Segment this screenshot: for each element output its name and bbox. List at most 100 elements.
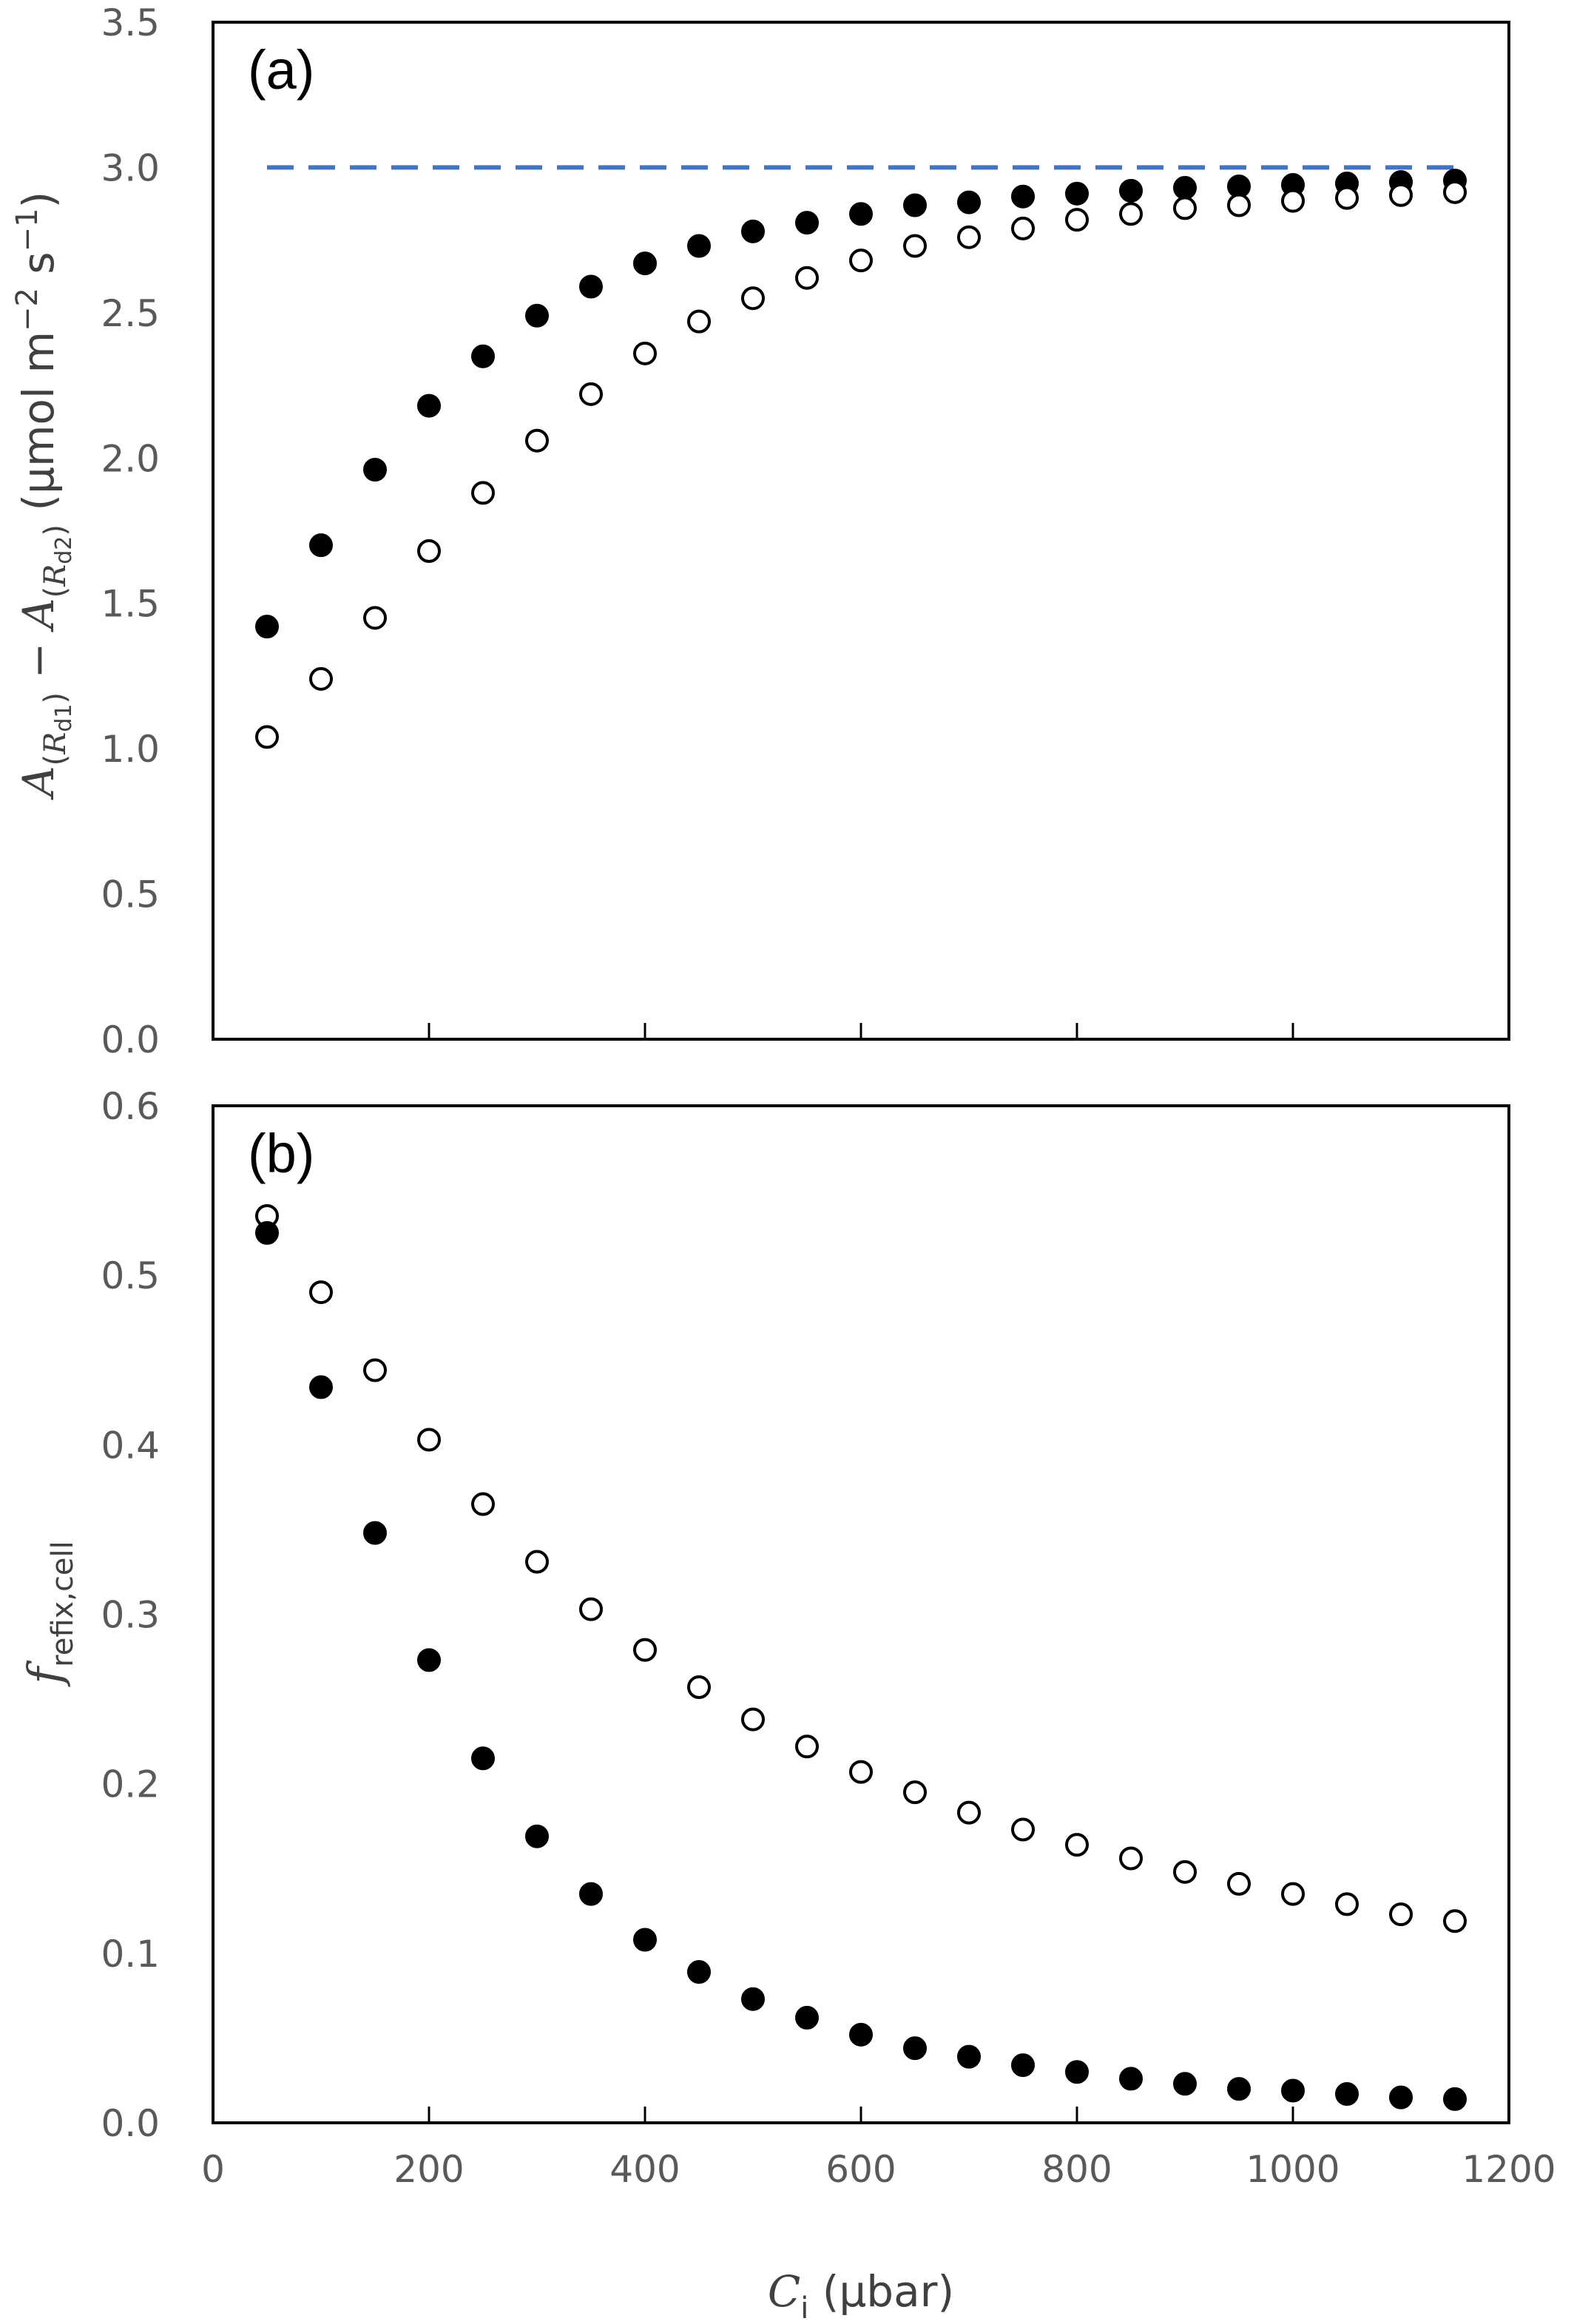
series-open-circle — [255, 1203, 1467, 1933]
data-point — [363, 458, 387, 482]
data-point — [1335, 186, 1359, 210]
data-point — [471, 1746, 495, 1771]
data-point — [417, 393, 441, 418]
data-point — [1227, 1871, 1251, 1896]
panel-b-label: (b) — [248, 1123, 314, 1184]
y-tick-label: 1.0 — [101, 728, 160, 771]
y-tick-label: 1.5 — [101, 583, 160, 626]
data-point — [1065, 2060, 1089, 2084]
data-point — [1389, 2085, 1413, 2109]
data-point — [687, 1675, 711, 1700]
x-tick-label: 800 — [1041, 2148, 1112, 2191]
panel-a-y-axis-title: A(Rd1) − A(Rd2) (μmol m−2 s−1) — [10, 192, 77, 800]
data-point — [1281, 189, 1305, 213]
data-point — [471, 344, 495, 368]
x-tick-label: 1200 — [1462, 2148, 1556, 2191]
data-point — [687, 234, 711, 258]
data-point — [1335, 1892, 1359, 1916]
y-tick-label: 2.0 — [101, 437, 160, 480]
data-point — [1281, 2078, 1305, 2103]
data-point — [1443, 1909, 1467, 1933]
data-point — [957, 1800, 981, 1825]
data-point — [1065, 181, 1089, 206]
data-point — [471, 481, 495, 505]
data-point — [1119, 178, 1143, 203]
data-point — [633, 1928, 657, 1952]
data-point — [1173, 175, 1197, 200]
data-point — [1389, 183, 1413, 207]
data-point — [687, 309, 711, 334]
data-point — [363, 1521, 387, 1545]
data-point — [957, 190, 981, 215]
panel-b-y-axis-title: frefix,cell — [18, 1541, 80, 1687]
x-tick-label: 1000 — [1246, 2148, 1340, 2191]
data-point — [795, 211, 819, 235]
x-tick-label: 400 — [609, 2148, 680, 2191]
data-point — [795, 2005, 819, 2030]
data-point — [1281, 1882, 1305, 1906]
data-point — [1065, 208, 1089, 232]
data-point — [1011, 184, 1035, 209]
data-point — [849, 1760, 873, 1784]
data-point — [309, 533, 333, 558]
y-tick-label: 0.5 — [101, 874, 160, 916]
panel-a-y-tick-labels: 0.0 0.5 1.0 1.5 2.0 2.5 3.0 3.5 — [101, 1, 160, 1061]
panel-b-y-tick-labels: 0.0 0.1 0.2 0.3 0.4 0.5 0.6 — [101, 1085, 160, 2145]
series-open-circle — [255, 180, 1467, 749]
data-point — [1065, 1833, 1089, 1857]
data-point — [525, 303, 549, 328]
y-tick-label: 0.6 — [101, 1085, 160, 1128]
data-point — [849, 2022, 873, 2047]
data-point — [903, 1780, 927, 1805]
data-point — [1173, 1859, 1197, 1884]
panel-a-points — [255, 169, 1467, 749]
data-point — [687, 1960, 711, 1984]
data-point — [255, 725, 279, 749]
y-tick-label: 0.0 — [101, 1019, 160, 1061]
series-filled-circle — [255, 1220, 1467, 2111]
data-point — [741, 1707, 765, 1732]
data-point — [1011, 216, 1035, 240]
y-tick-label: 0.5 — [101, 1254, 160, 1297]
data-point — [741, 1987, 765, 2011]
panel-b: 0.0 0.1 0.2 0.3 0.4 0.5 0.6 0 200 400 600 800 1000 1… — [18, 1085, 1556, 2324]
data-point — [309, 666, 333, 691]
data-point — [363, 606, 387, 630]
data-point — [525, 428, 549, 453]
data-point — [795, 1734, 819, 1759]
data-point — [1227, 193, 1251, 217]
data-point — [1443, 180, 1467, 204]
panel-b-points — [255, 1203, 1467, 2111]
data-point — [579, 382, 603, 406]
data-point — [903, 193, 927, 217]
data-point — [741, 219, 765, 243]
data-point — [1443, 2087, 1467, 2111]
x-tick-label: 600 — [825, 2148, 896, 2191]
data-point — [309, 1280, 333, 1305]
data-point — [525, 1824, 549, 1848]
data-point — [633, 1638, 657, 1662]
y-tick-label: 0.0 — [101, 2102, 160, 2145]
data-point — [417, 1428, 441, 1452]
data-point — [471, 1492, 495, 1516]
panel-a-label: (a) — [248, 39, 314, 101]
data-point — [849, 249, 873, 273]
data-point — [417, 1648, 441, 1672]
series-filled-circle — [255, 169, 1467, 639]
data-point — [579, 1882, 603, 1906]
data-point — [1173, 2072, 1197, 2096]
data-point — [633, 341, 657, 365]
data-point — [633, 251, 657, 276]
data-point — [795, 266, 819, 290]
data-point — [525, 1550, 549, 1574]
data-point — [417, 539, 441, 563]
panel-b-x-tick-labels: 0 200 400 600 800 1000 1200 — [201, 2148, 1556, 2191]
data-point — [1119, 202, 1143, 226]
data-point — [1011, 1817, 1035, 1842]
y-tick-label: 0.2 — [101, 1763, 160, 1806]
data-point — [1119, 1846, 1143, 1871]
y-tick-label: 3.0 — [101, 146, 160, 189]
data-point — [1173, 196, 1197, 220]
y-tick-label: 2.5 — [101, 292, 160, 335]
